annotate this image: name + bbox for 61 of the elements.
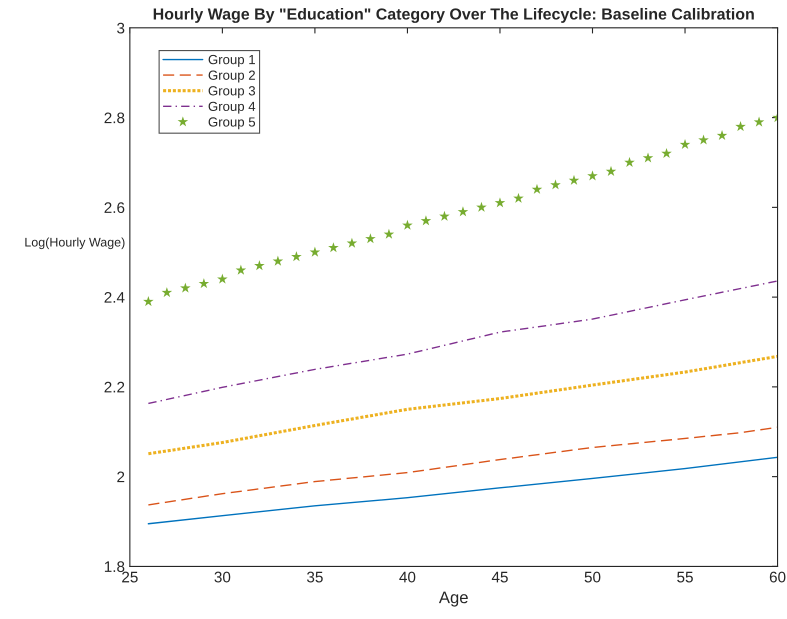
point [346, 238, 358, 248]
y-tick-label: 3 [117, 22, 124, 34]
y-tick-label: 1.8 [104, 561, 124, 572]
point [532, 184, 542, 194]
y-tick-label: 2.4 [104, 292, 125, 303]
point [384, 228, 394, 239]
line-series [146, 354, 778, 456]
y-tick-label: 2 [117, 472, 124, 482]
y-tick-label: 2.2 [104, 382, 124, 392]
point [513, 192, 524, 203]
point [420, 215, 432, 226]
x-tick-label: 45 [492, 572, 508, 582]
point [198, 278, 210, 288]
point [254, 260, 265, 270]
point [180, 282, 191, 293]
point [661, 148, 672, 158]
line-series [148, 280, 778, 404]
point [162, 287, 172, 298]
legend-label: Group 1 [208, 54, 255, 67]
point [402, 220, 413, 230]
point [550, 179, 561, 190]
point [698, 134, 709, 145]
point [310, 246, 320, 257]
y-tick-label: 2.6 [104, 202, 124, 214]
point [587, 170, 598, 180]
x-tick-label: 55 [677, 572, 693, 582]
point [476, 202, 487, 212]
line-series [148, 426, 778, 506]
legend-label: Group 2 [208, 70, 255, 82]
point [494, 197, 506, 208]
x-tick-label: 60 [770, 572, 786, 582]
point [236, 264, 246, 275]
y-tick-label: 2.8 [104, 112, 124, 124]
point [568, 174, 580, 185]
point [624, 156, 635, 167]
point [439, 210, 450, 221]
point [143, 296, 154, 306]
point [458, 206, 468, 216]
x-tick-label: 35 [307, 572, 323, 582]
point [291, 251, 302, 262]
chart-title: Hourly Wage By "Education" Category Over The Lifecycle: Baseline Calibration [154, 8, 754, 23]
y-axis-title: Log(Hourly Wage) [25, 237, 125, 250]
point [272, 256, 284, 266]
legend-label: Group 3 [208, 86, 256, 98]
point [642, 152, 654, 162]
line-series [148, 456, 778, 524]
point [716, 130, 728, 140]
legend-label: Group 5 [208, 117, 256, 130]
point [606, 166, 616, 176]
x-tick-label: 40 [399, 572, 416, 582]
legend-label: Group 4 [208, 102, 256, 114]
point [365, 233, 376, 244]
x-axis-title: Age [438, 592, 468, 607]
x-tick-label: 25 [122, 572, 138, 582]
point [754, 116, 764, 127]
point [217, 274, 228, 284]
point [735, 121, 746, 132]
point [680, 138, 690, 150]
x-tick-label: 30 [214, 572, 230, 582]
x-tick-label: 50 [584, 572, 600, 582]
point [328, 242, 339, 252]
